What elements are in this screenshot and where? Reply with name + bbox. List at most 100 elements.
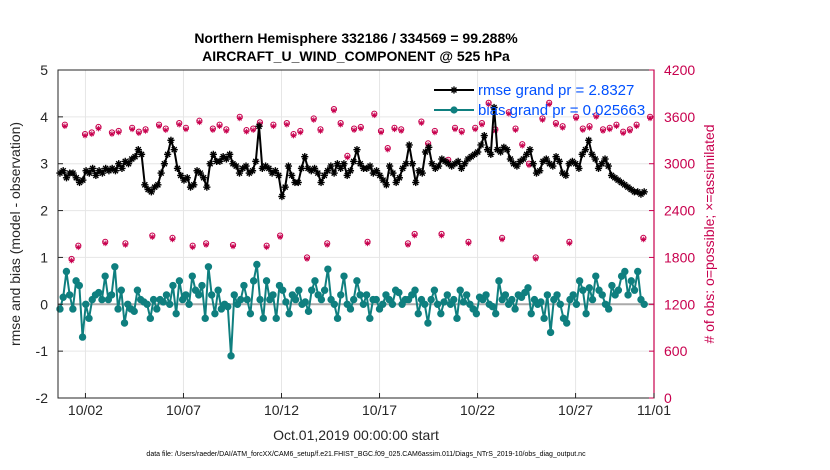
bias-point [240,281,248,290]
bias-point [175,277,184,285]
obs-assimilated-marker [640,236,647,243]
rmse-point [552,153,560,161]
rmse-point [271,167,279,175]
rmse-point [337,164,345,172]
rmse-point [124,160,133,168]
rmse-point [408,160,417,168]
obs-assimilated-marker [210,127,216,133]
bias-point [330,300,339,308]
rmse-point [69,169,77,177]
bias-point [572,300,581,308]
bias-point [69,305,77,313]
bias-point [527,309,535,318]
rmse-point [183,174,191,182]
rmse-point [222,155,231,163]
rmse-point [428,160,436,168]
obs-assimilated-marker [337,121,344,128]
obs-assimilated-marker [539,117,546,123]
obs-assimilated-marker [310,117,317,123]
legend-rmse-swatch-marker [450,86,458,94]
y-left-tick-label: 3 [40,156,48,172]
y-right-tick-label: 1800 [664,249,695,265]
bias-point [366,314,374,323]
obs-assimilated-marker [405,242,411,248]
bias-point [204,263,213,271]
obs-assimilated-marker [75,244,82,251]
bias-point [291,295,300,304]
rmse-point [588,150,596,158]
rmse-point [434,162,443,170]
bias-point [501,291,510,299]
rmse-point [297,164,306,172]
rmse-point [301,153,309,161]
obs-assimilated-marker [169,236,176,243]
obs-assimilated-marker [243,128,250,135]
rmse-point [523,150,531,158]
bias-point [246,309,255,318]
bias-point [253,260,261,269]
bias-point [414,309,422,318]
obs-assimilated-marker [324,242,331,248]
obs-assimilated-marker [216,123,223,130]
bias-point [237,295,245,304]
y-left-tick-label: 4 [40,109,48,125]
bias-point [256,295,264,304]
bias-point [65,291,74,299]
rmse-point [526,146,534,154]
bias-point [143,300,151,308]
bias-point [411,286,419,294]
bias-point [62,267,71,276]
bias-point [295,286,303,294]
bias-point [379,300,387,308]
bias-point [492,309,500,318]
rmse-point [157,169,165,177]
obs-assimilated-marker [88,131,95,137]
rmse-point [594,164,603,172]
rmse-point [147,188,155,196]
rmse-point [353,146,361,154]
rmse-point [549,162,557,170]
bias-point [133,286,142,294]
obs-assimilated-marker [593,114,600,120]
bias-point [640,300,648,308]
bias-point [120,319,129,327]
obs-assimilated-marker [149,234,156,240]
rmse-point [209,150,217,158]
rmse-point [59,167,67,175]
y-left-tick-label: 2 [40,203,48,219]
rmse-point [346,167,355,175]
obs-assimilated-marker [109,131,115,137]
bias-point [262,277,271,285]
rmse-point [203,183,211,191]
bias-point [230,291,238,299]
obs-assimilated-marker [156,123,162,130]
bias-point [456,286,464,294]
bias-point [224,302,232,311]
bias-point [185,300,193,308]
bias-point [114,305,122,313]
rmse-point [418,169,426,177]
obs-assimilated-marker [600,128,606,134]
rmse-point [92,171,100,180]
x-tick-label: 11/01 [637,402,671,418]
bias-point [556,300,564,308]
bias-point [508,295,516,304]
bias-point [482,291,490,299]
obs-assimilated-marker [559,124,566,131]
obs-assimilated-marker [183,126,189,133]
bias-point [304,307,313,316]
rmse-point [412,178,420,187]
obs-assimilated-marker [418,120,425,126]
obs-assimilated-marker [290,132,297,139]
x-tick-label: 10/02 [68,402,103,418]
obs-assimilated-marker [102,240,109,247]
bias-point [166,300,174,308]
obs-assimilated-marker [506,110,512,117]
bias-point [78,333,87,341]
obs-assimilated-marker [358,125,364,132]
bias-point [630,286,639,294]
y-left-tick-label: 5 [40,62,48,78]
bias-point [472,309,481,318]
obs-assimilated-marker [378,129,384,136]
